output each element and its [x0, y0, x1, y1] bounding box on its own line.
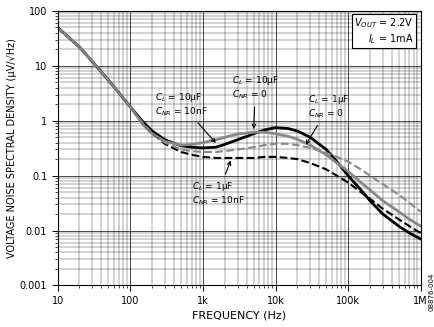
- Text: 08876-004: 08876-004: [427, 272, 434, 311]
- Y-axis label: VOLTAGE NOISE SPECTRAL DENSITY (μV/√Hz): VOLTAGE NOISE SPECTRAL DENSITY (μV/√Hz): [7, 38, 17, 258]
- Text: $C_L$ = 1μF
$C_{NR}$ = 10nF: $C_L$ = 1μF $C_{NR}$ = 10nF: [191, 162, 244, 207]
- Text: $C_L$ = 1μF
$C_{NR}$ = 0: $C_L$ = 1μF $C_{NR}$ = 0: [306, 93, 349, 144]
- Text: $V_{OUT}$ = 2.2V
$I_L$ = 1mA: $V_{OUT}$ = 2.2V $I_L$ = 1mA: [353, 16, 413, 46]
- Text: $C_L$ = 10μF
$C_{NR}$ = 0: $C_L$ = 10μF $C_{NR}$ = 0: [231, 74, 278, 128]
- Text: $C_L$ = 10μF
$C_{NR}$ = 10nF: $C_L$ = 10μF $C_{NR}$ = 10nF: [155, 91, 214, 142]
- X-axis label: FREQUENCY (Hz): FREQUENCY (Hz): [192, 310, 286, 320]
